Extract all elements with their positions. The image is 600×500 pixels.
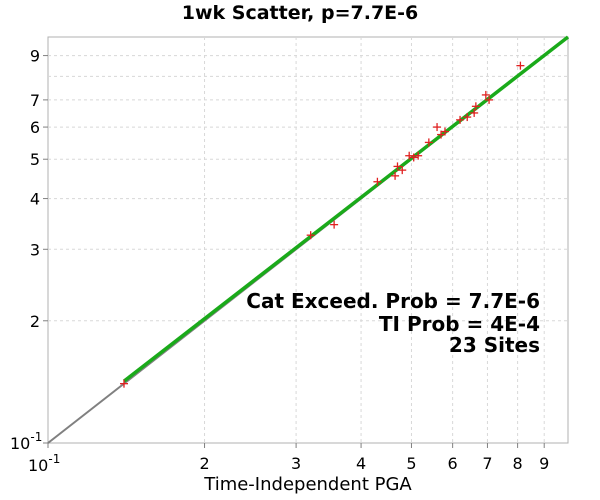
data-point (414, 151, 423, 160)
data-point (391, 171, 400, 180)
grid (48, 37, 568, 443)
annotation-ti-prob: TI Prob = 4E-4 (379, 312, 540, 336)
data-point (424, 138, 433, 147)
x-tick-label: 3 (291, 454, 301, 473)
fit-line-segment (122, 35, 570, 383)
y-tick-label: 9 (30, 47, 40, 66)
data-point (306, 231, 315, 240)
chart-title: 1wk Scatter, p=7.7E-6 (181, 2, 419, 24)
data-point (456, 115, 465, 124)
data-point (471, 102, 480, 111)
data-point (373, 177, 382, 186)
x-tick-label: 7 (482, 454, 492, 473)
x-axis-label: Time-Independent PGA (204, 474, 412, 495)
x-tick-label: 6 (448, 454, 458, 473)
data-point (393, 162, 402, 171)
data-point (470, 108, 479, 117)
annotation-site-count: 23 Sites (449, 333, 540, 357)
x-tick-label: 8 (513, 454, 523, 473)
y-tick-label: 2 (30, 312, 40, 331)
y-tick-label: 10-1 (10, 430, 42, 453)
data-point (481, 90, 490, 99)
x-tick-label: 5 (406, 454, 416, 473)
y-tick-label: 3 (30, 240, 40, 259)
data-point (119, 379, 128, 388)
y-tick-label: 7 (30, 91, 40, 110)
y-tick-label: 5 (30, 150, 40, 169)
x-axis-ticks: 10-1 2 3 4 5 6 7 8 9 (28, 443, 549, 475)
x-tick-label: 4 (356, 454, 366, 473)
data-point (330, 220, 339, 229)
annotation-cat-prob: Cat Exceed. Prob = 7.7E-6 (246, 289, 540, 313)
fit-line (122, 35, 570, 383)
y-tick-label: 6 (30, 118, 40, 137)
x-tick-label: 9 (539, 454, 549, 473)
data-point (398, 166, 407, 175)
data-point (516, 61, 525, 70)
annotations: Cat Exceed. Prob = 7.7E-6 TI Prob = 4E-4… (246, 289, 540, 357)
data-points (119, 61, 525, 388)
data-point (405, 151, 414, 160)
x-tick-label: 2 (199, 454, 209, 473)
y-axis-ticks: 10-1 2 3 4 5 6 7 9 (10, 47, 48, 453)
y-tick-label: 4 (30, 190, 40, 209)
data-point (409, 153, 418, 162)
x-tick-label: 10-1 (28, 452, 60, 475)
data-point (485, 95, 494, 104)
data-point (433, 123, 442, 132)
data-point (440, 127, 449, 136)
data-point (463, 113, 472, 122)
